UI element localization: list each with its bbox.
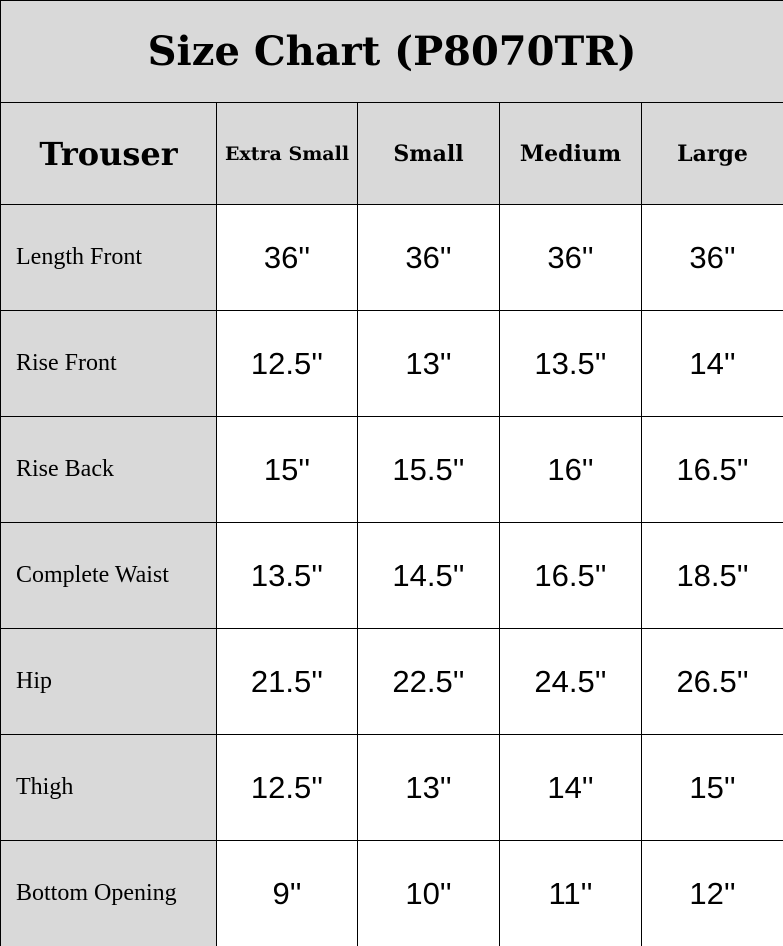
- measurement-cell: 13.5'': [216, 522, 358, 629]
- measurement-cell: 21.5'': [216, 628, 358, 735]
- measurement-cell: 18.5'': [640, 522, 783, 629]
- chart-title: Size Chart (P8070TR): [0, 0, 783, 103]
- row-label: Complete Waist: [0, 522, 217, 629]
- measurement-cell: 15'': [216, 416, 358, 523]
- measurement-cell: 14'': [499, 734, 642, 841]
- measurement-cell: 16.5'': [499, 522, 642, 629]
- measurement-cell: 9'': [216, 840, 358, 946]
- table-row: Rise Back 15'' 15.5'' 16'' 16.5'': [0, 416, 783, 523]
- row-label: Bottom Opening: [0, 840, 217, 946]
- measurement-cell: 15.5'': [357, 416, 500, 523]
- table-row: Rise Front 12.5'' 13'' 13.5'' 14'': [0, 310, 783, 417]
- table-row: Complete Waist 13.5'' 14.5'' 16.5'' 18.5'': [0, 522, 783, 629]
- category-header: Trouser: [0, 102, 217, 205]
- size-header: Medium: [499, 102, 642, 205]
- size-header: Extra Small: [216, 102, 358, 205]
- row-label: Length Front: [0, 204, 217, 311]
- row-label: Rise Back: [0, 416, 217, 523]
- measurement-cell: 36'': [499, 204, 642, 311]
- measurement-cell: 36'': [640, 204, 783, 311]
- row-label: Thigh: [0, 734, 217, 841]
- measurement-cell: 22.5'': [357, 628, 500, 735]
- measurement-cell: 12.5'': [216, 310, 358, 417]
- measurement-cell: 26.5'': [640, 628, 783, 735]
- table-row: Thigh 12.5'' 13'' 14'' 15'': [0, 734, 783, 841]
- measurement-cell: 15'': [640, 734, 783, 841]
- row-label: Hip: [0, 628, 217, 735]
- measurement-cell: 14'': [640, 310, 783, 417]
- measurement-cell: 16'': [499, 416, 642, 523]
- measurement-cell: 36'': [216, 204, 358, 311]
- measurement-cell: 14.5'': [357, 522, 500, 629]
- table-row: Length Front 36'' 36'' 36'' 36'': [0, 204, 783, 311]
- measurement-cell: 24.5'': [499, 628, 642, 735]
- size-header: Large: [640, 102, 783, 205]
- measurement-cell: 10'': [357, 840, 500, 946]
- table-row: Bottom Opening 9'' 10'' 11'' 12'': [0, 840, 783, 946]
- table-row: Hip 21.5'' 22.5'' 24.5'' 26.5'': [0, 628, 783, 735]
- size-header: Small: [357, 102, 500, 205]
- measurement-cell: 16.5'': [640, 416, 783, 523]
- measurement-cell: 11'': [499, 840, 642, 946]
- row-label: Rise Front: [0, 310, 217, 417]
- measurement-cell: 13'': [357, 310, 500, 417]
- measurement-cell: 12.5'': [216, 734, 358, 841]
- measurement-cell: 13.5'': [499, 310, 642, 417]
- measurement-cell: 12'': [640, 840, 783, 946]
- measurement-cell: 13'': [357, 734, 500, 841]
- measurement-cell: 36'': [357, 204, 500, 311]
